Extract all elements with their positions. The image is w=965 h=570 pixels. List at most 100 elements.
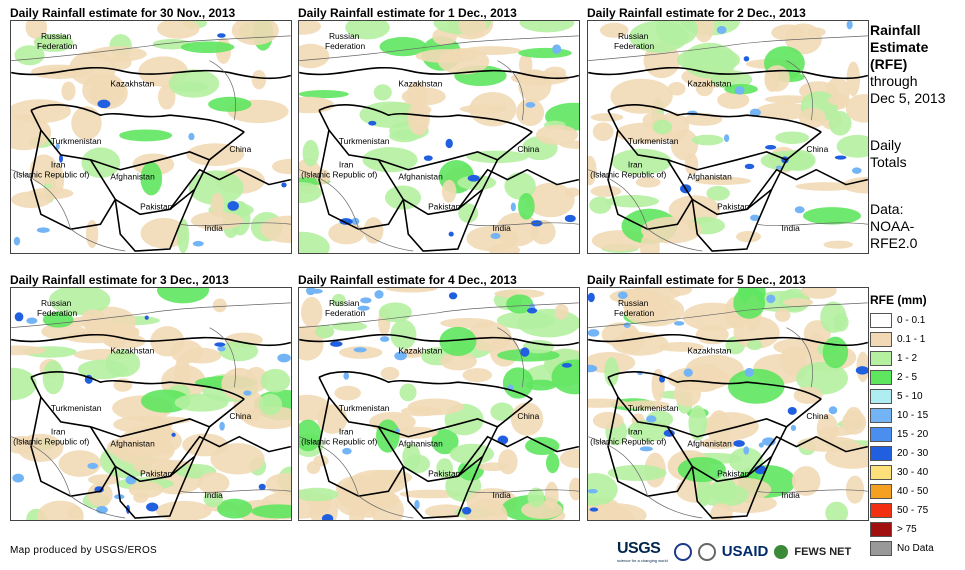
map-label-kazakhstan: Kazakhstan [398,345,442,355]
legend-label: 0.1 - 1 [897,334,926,345]
legend-swatch [870,408,892,423]
map-label-russia-2: Federation [37,308,78,318]
map-label-pakistan: Pakistan [428,468,461,478]
legend-swatch [870,427,892,442]
map-label-iran-2: (Islamic Republic of) [301,170,377,180]
map-label-china: China [229,411,251,421]
map-label-russia-1: Russian [329,31,360,41]
map-label-iran-2: (Islamic Republic of) [590,437,666,447]
map-label-russia-2: Federation [614,41,655,51]
legend-label: 40 - 50 [897,486,929,497]
rainfall-panel: Daily Rainfall estimate for 4 Dec., 2013… [298,273,580,521]
side-date: Dec 5, 2013 [870,90,946,106]
legend-swatch [870,503,892,518]
map-label-russia-1: Russian [618,298,649,308]
fews-globe-icon [774,544,789,559]
map-label-russia-1: Russian [41,298,72,308]
map-label-india: India [782,223,801,233]
panel-title: Daily Rainfall estimate for 30 Nov., 201… [10,6,236,20]
map-label-turkmenistan: Turkmenistan [628,136,679,146]
map-label-india: India [493,223,512,233]
legend-item: > 75 [870,520,965,539]
usaid-logo: USAID [721,543,769,560]
map-label-turkmenistan: Turkmenistan [628,403,679,413]
map-label-afghanistan: Afghanistan [398,439,443,449]
legend-label: 30 - 40 [897,467,929,478]
legend-item: 20 - 30 [870,444,965,463]
legend-swatch [870,351,892,366]
map-label-iran-2: (Islamic Republic of) [13,437,89,447]
legend-item: No Data [870,539,965,558]
map-label-china: China [517,411,539,421]
legend-label: 50 - 75 [897,505,929,516]
legend-label: > 75 [897,524,917,535]
map-label-kazakhstan: Kazakhstan [110,345,154,355]
legend-swatch [870,484,892,499]
rainfall-panel: Daily Rainfall estimate for 3 Dec., 2013… [10,273,292,521]
legend-swatch [870,446,892,461]
legend-swatch [870,522,892,537]
map-label-china: China [229,144,251,154]
credit-text: Map produced by USGS/EROS [10,545,158,556]
map-label-russia-2: Federation [325,41,366,51]
map-label-pakistan: Pakistan [428,201,461,211]
map-label-china: China [806,144,828,154]
legend-item: 5 - 10 [870,387,965,406]
map-label-turkmenistan: Turkmenistan [51,136,102,146]
side-info: Rainfall Estimate (RFE) through Dec 5, 2… [870,22,965,252]
map-label-russia-1: Russian [41,31,72,41]
map-label-china: China [806,411,828,421]
map-label-kazakhstan: Kazakhstan [110,78,154,88]
side-title-3: (RFE) [870,56,908,72]
map-label-pakistan: Pakistan [717,468,750,478]
legend-label: 15 - 20 [897,429,929,440]
side-data-source-1: NOAA- [870,218,915,234]
legend-label: 10 - 15 [897,410,929,421]
map-label-india: India [205,223,224,233]
fews-net-logo: FEWS NET [794,545,852,558]
rfe-legend: RFE (mm) 0 - 0.1 0.1 - 1 1 - 2 2 - 5 5 - 10 1… [870,293,965,558]
rainfall-panel: Daily Rainfall estimate for 30 Nov., 201… [10,6,292,254]
map-label-iran-1: Iran [628,160,643,170]
legend-item: 30 - 40 [870,463,965,482]
legend-item: 15 - 20 [870,425,965,444]
panel-title: Daily Rainfall estimate for 4 Dec., 2013 [298,273,517,287]
side-daily: Daily [870,137,902,153]
side-through: through [870,73,918,89]
legend-label: 0 - 0.1 [897,315,926,326]
map-label-russia-2: Federation [614,308,655,318]
panel-title: Daily Rainfall estimate for 2 Dec., 2013 [587,6,806,20]
map-label-kazakhstan: Kazakhstan [687,345,731,355]
map-label-turkmenistan: Turkmenistan [339,403,390,413]
map-label-iran-2: (Islamic Republic of) [13,170,89,180]
map-label-russia-1: Russian [618,31,649,41]
legend-swatch [870,370,892,385]
side-title-1: Rainfall [870,22,921,38]
logo-strip: USGS science for a changing world USAID F… [617,540,851,563]
legend-item: 50 - 75 [870,501,965,520]
map-label-turkmenistan: Turkmenistan [339,136,390,146]
panel-title: Daily Rainfall estimate for 3 Dec., 2013 [10,273,229,287]
legend-label: 2 - 5 [897,372,918,383]
legend-title: RFE (mm) [870,293,927,307]
side-totals: Totals [870,154,907,170]
legend-item: 0.1 - 1 [870,330,965,349]
side-data-source-2: RFE2.0 [870,235,918,251]
legend-label: 1 - 2 [897,353,918,364]
noaa-seal-icon [673,542,692,561]
map-label-kazakhstan: Kazakhstan [687,78,731,88]
map-label-india: India [205,490,224,500]
map-label-iran-1: Iran [51,427,66,437]
rainfall-panel: Daily Rainfall estimate for 1 Dec., 2013… [298,6,580,254]
panel-title: Daily Rainfall estimate for 1 Dec., 2013 [298,6,517,20]
map-label-afghanistan: Afghanistan [687,439,732,449]
map-label-iran-1: Iran [339,160,354,170]
map-label-afghanistan: Afghanistan [110,172,155,182]
dhs-seal-icon [697,542,716,561]
map-label-afghanistan: Afghanistan [398,172,443,182]
